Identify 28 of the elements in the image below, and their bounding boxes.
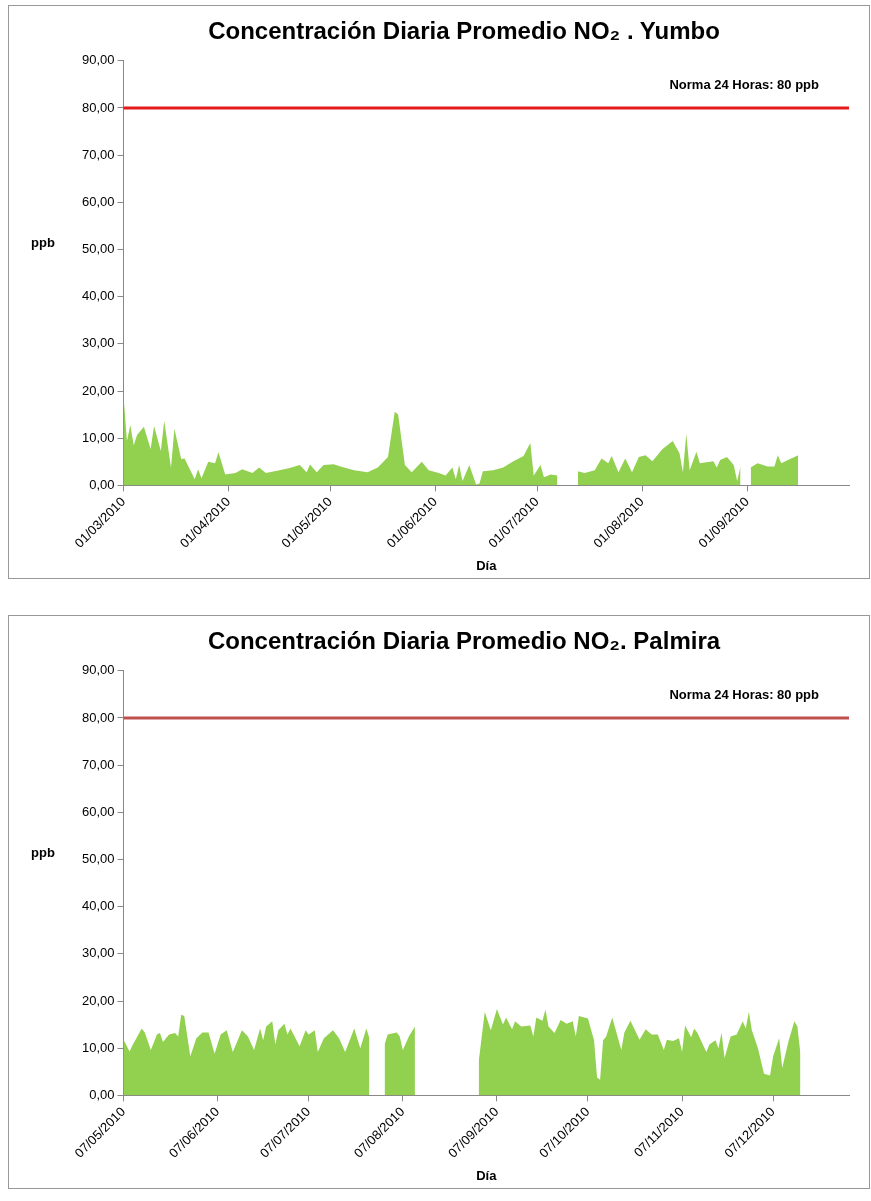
y-axis-title: ppb (31, 234, 55, 250)
y-tick-label: 30,00 (81, 945, 115, 961)
x-axis-title: Día (476, 557, 498, 573)
y-tick-label: 40,00 (81, 288, 115, 304)
y-tick-label: 80,00 (81, 709, 115, 725)
y-tick-label: 60,00 (81, 803, 115, 819)
y-tick-label: 50,00 (81, 851, 115, 867)
y-axis-title: ppb (31, 844, 55, 860)
ref-line-label: Norma 24 Horas: 80 ppb (669, 77, 820, 93)
y-tick-label: 70,00 (81, 756, 115, 772)
x-axis-title: Día (476, 1167, 498, 1183)
chart-title: Concentración Diaria Promedio NO₂. Palmira (207, 627, 721, 655)
y-tick-label: 90,00 (81, 52, 115, 68)
chart-title: Concentración Diaria Promedio NO₂ . Yumbo (208, 17, 720, 45)
y-tick-label: 60,00 (81, 193, 115, 209)
y-tick-label: 20,00 (81, 382, 115, 398)
y-tick-label: 10,00 (81, 429, 115, 445)
y-tick-label: 0,00 (89, 1086, 115, 1102)
y-tick-label: 20,00 (81, 992, 115, 1008)
ref-line-label: Norma 24 Horas: 80 ppb (669, 687, 820, 703)
y-tick-label: 30,00 (81, 335, 115, 351)
y-tick-label: 80,00 (81, 99, 115, 115)
y-tick-label: 10,00 (81, 1039, 115, 1055)
y-tick-label: 40,00 (81, 898, 115, 914)
y-tick-label: 90,00 (81, 662, 115, 678)
y-tick-label: 50,00 (81, 241, 115, 257)
y-tick-label: 0,00 (89, 476, 115, 492)
y-tick-label: 70,00 (81, 146, 115, 162)
